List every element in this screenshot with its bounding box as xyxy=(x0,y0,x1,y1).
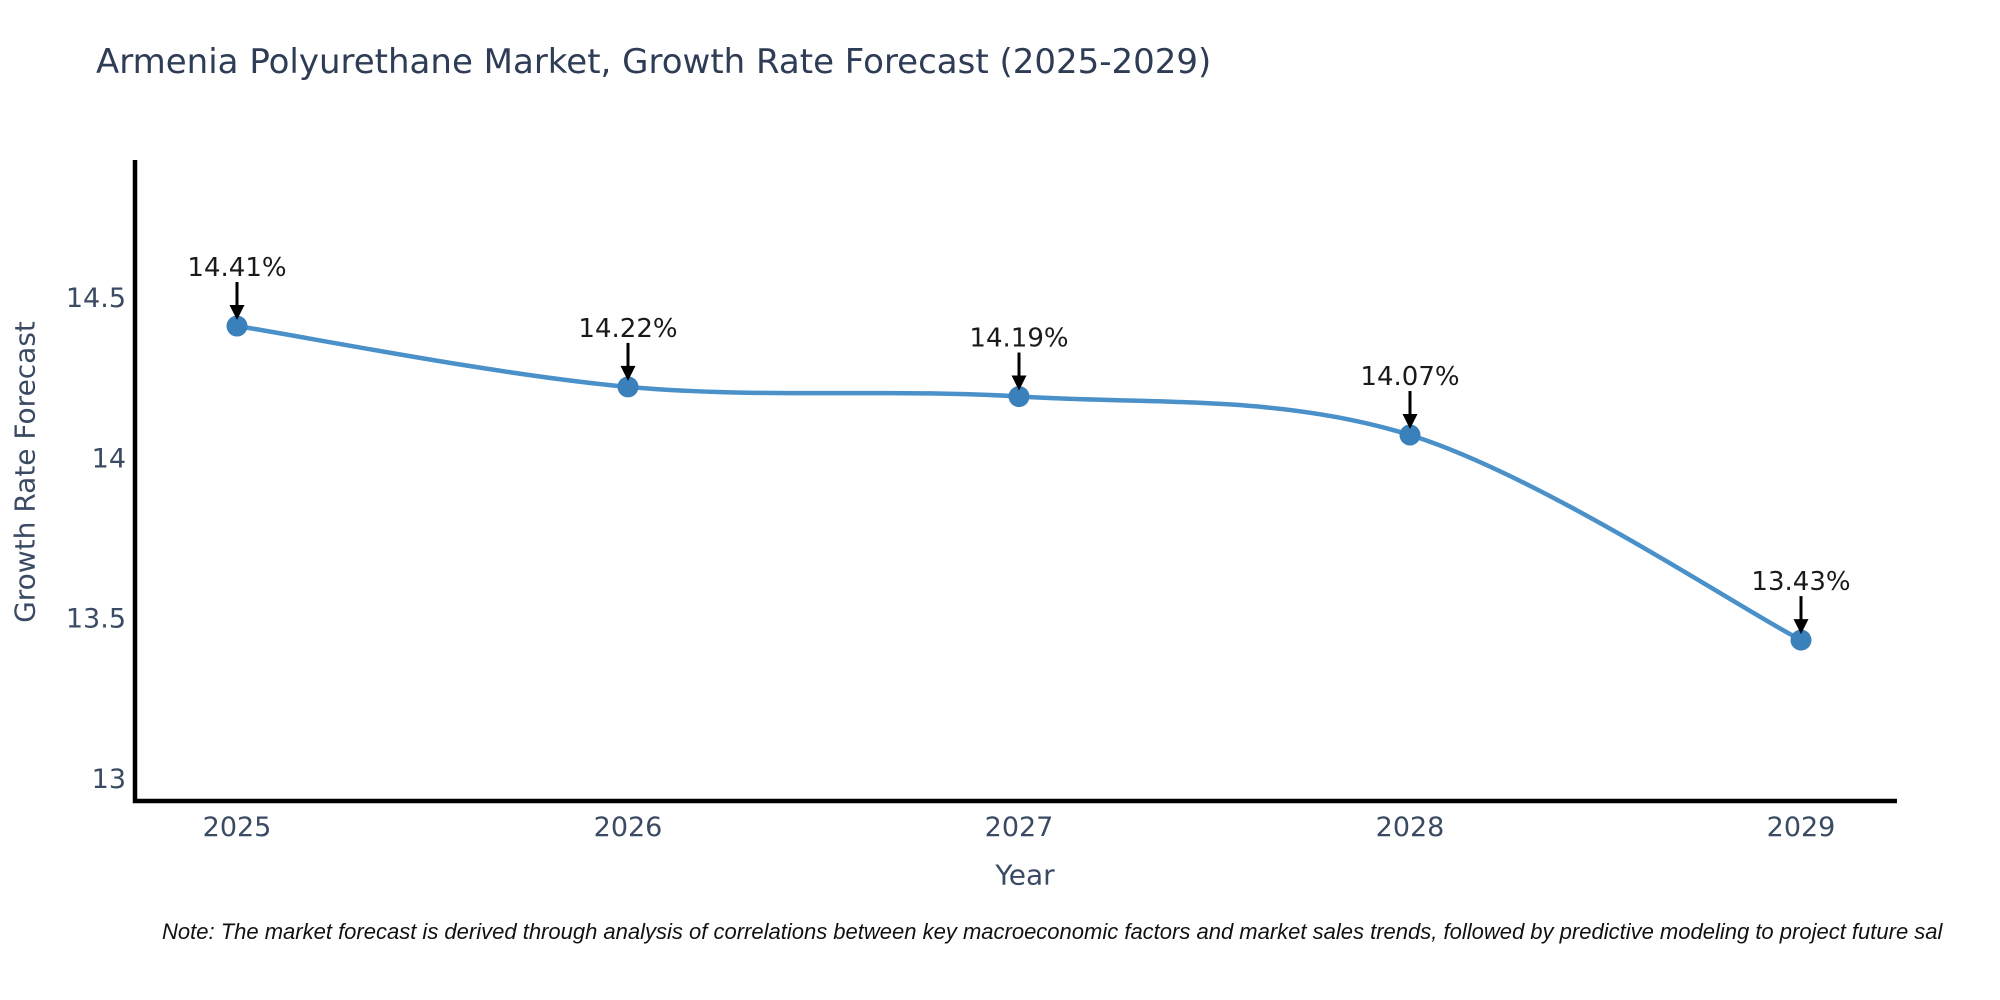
x-tick-label: 2027 xyxy=(985,812,1054,843)
x-axis-label: Year xyxy=(995,858,1055,892)
y-axis-label: Growth Rate Forecast xyxy=(8,321,42,623)
x-tick-label: 2025 xyxy=(203,812,272,843)
point-value-label: 14.07% xyxy=(1360,362,1459,392)
y-tick-label: 13 xyxy=(92,764,126,795)
x-tick-label: 2026 xyxy=(594,812,663,843)
data-point-marker xyxy=(1008,386,1030,408)
data-point-marker xyxy=(1399,424,1421,446)
point-value-label: 14.22% xyxy=(578,314,677,344)
annotation-arrowhead xyxy=(1402,413,1418,429)
point-value-label: 14.41% xyxy=(187,253,286,283)
y-tick-label: 13.5 xyxy=(66,604,126,635)
data-point-marker xyxy=(1790,629,1812,651)
chart-title: Armenia Polyurethane Market, Growth Rate… xyxy=(96,42,1212,82)
annotation-arrowhead xyxy=(229,305,245,321)
point-value-label: 14.19% xyxy=(969,324,1068,354)
data-point-marker xyxy=(226,315,248,337)
y-tick-label: 14 xyxy=(92,443,126,474)
annotation-arrowhead xyxy=(1793,619,1809,635)
point-value-label: 13.43% xyxy=(1751,567,1850,597)
data-point-marker xyxy=(617,376,639,398)
x-tick-label: 2029 xyxy=(1767,812,1836,843)
x-tick-label: 2028 xyxy=(1376,812,1445,843)
annotation-arrowhead xyxy=(620,365,636,381)
y-tick-label: 14.5 xyxy=(66,283,126,314)
axis-spines xyxy=(132,160,1897,804)
annotation-arrowhead xyxy=(1011,375,1027,391)
footnote: Note: The market forecast is derived thr… xyxy=(162,919,1943,944)
